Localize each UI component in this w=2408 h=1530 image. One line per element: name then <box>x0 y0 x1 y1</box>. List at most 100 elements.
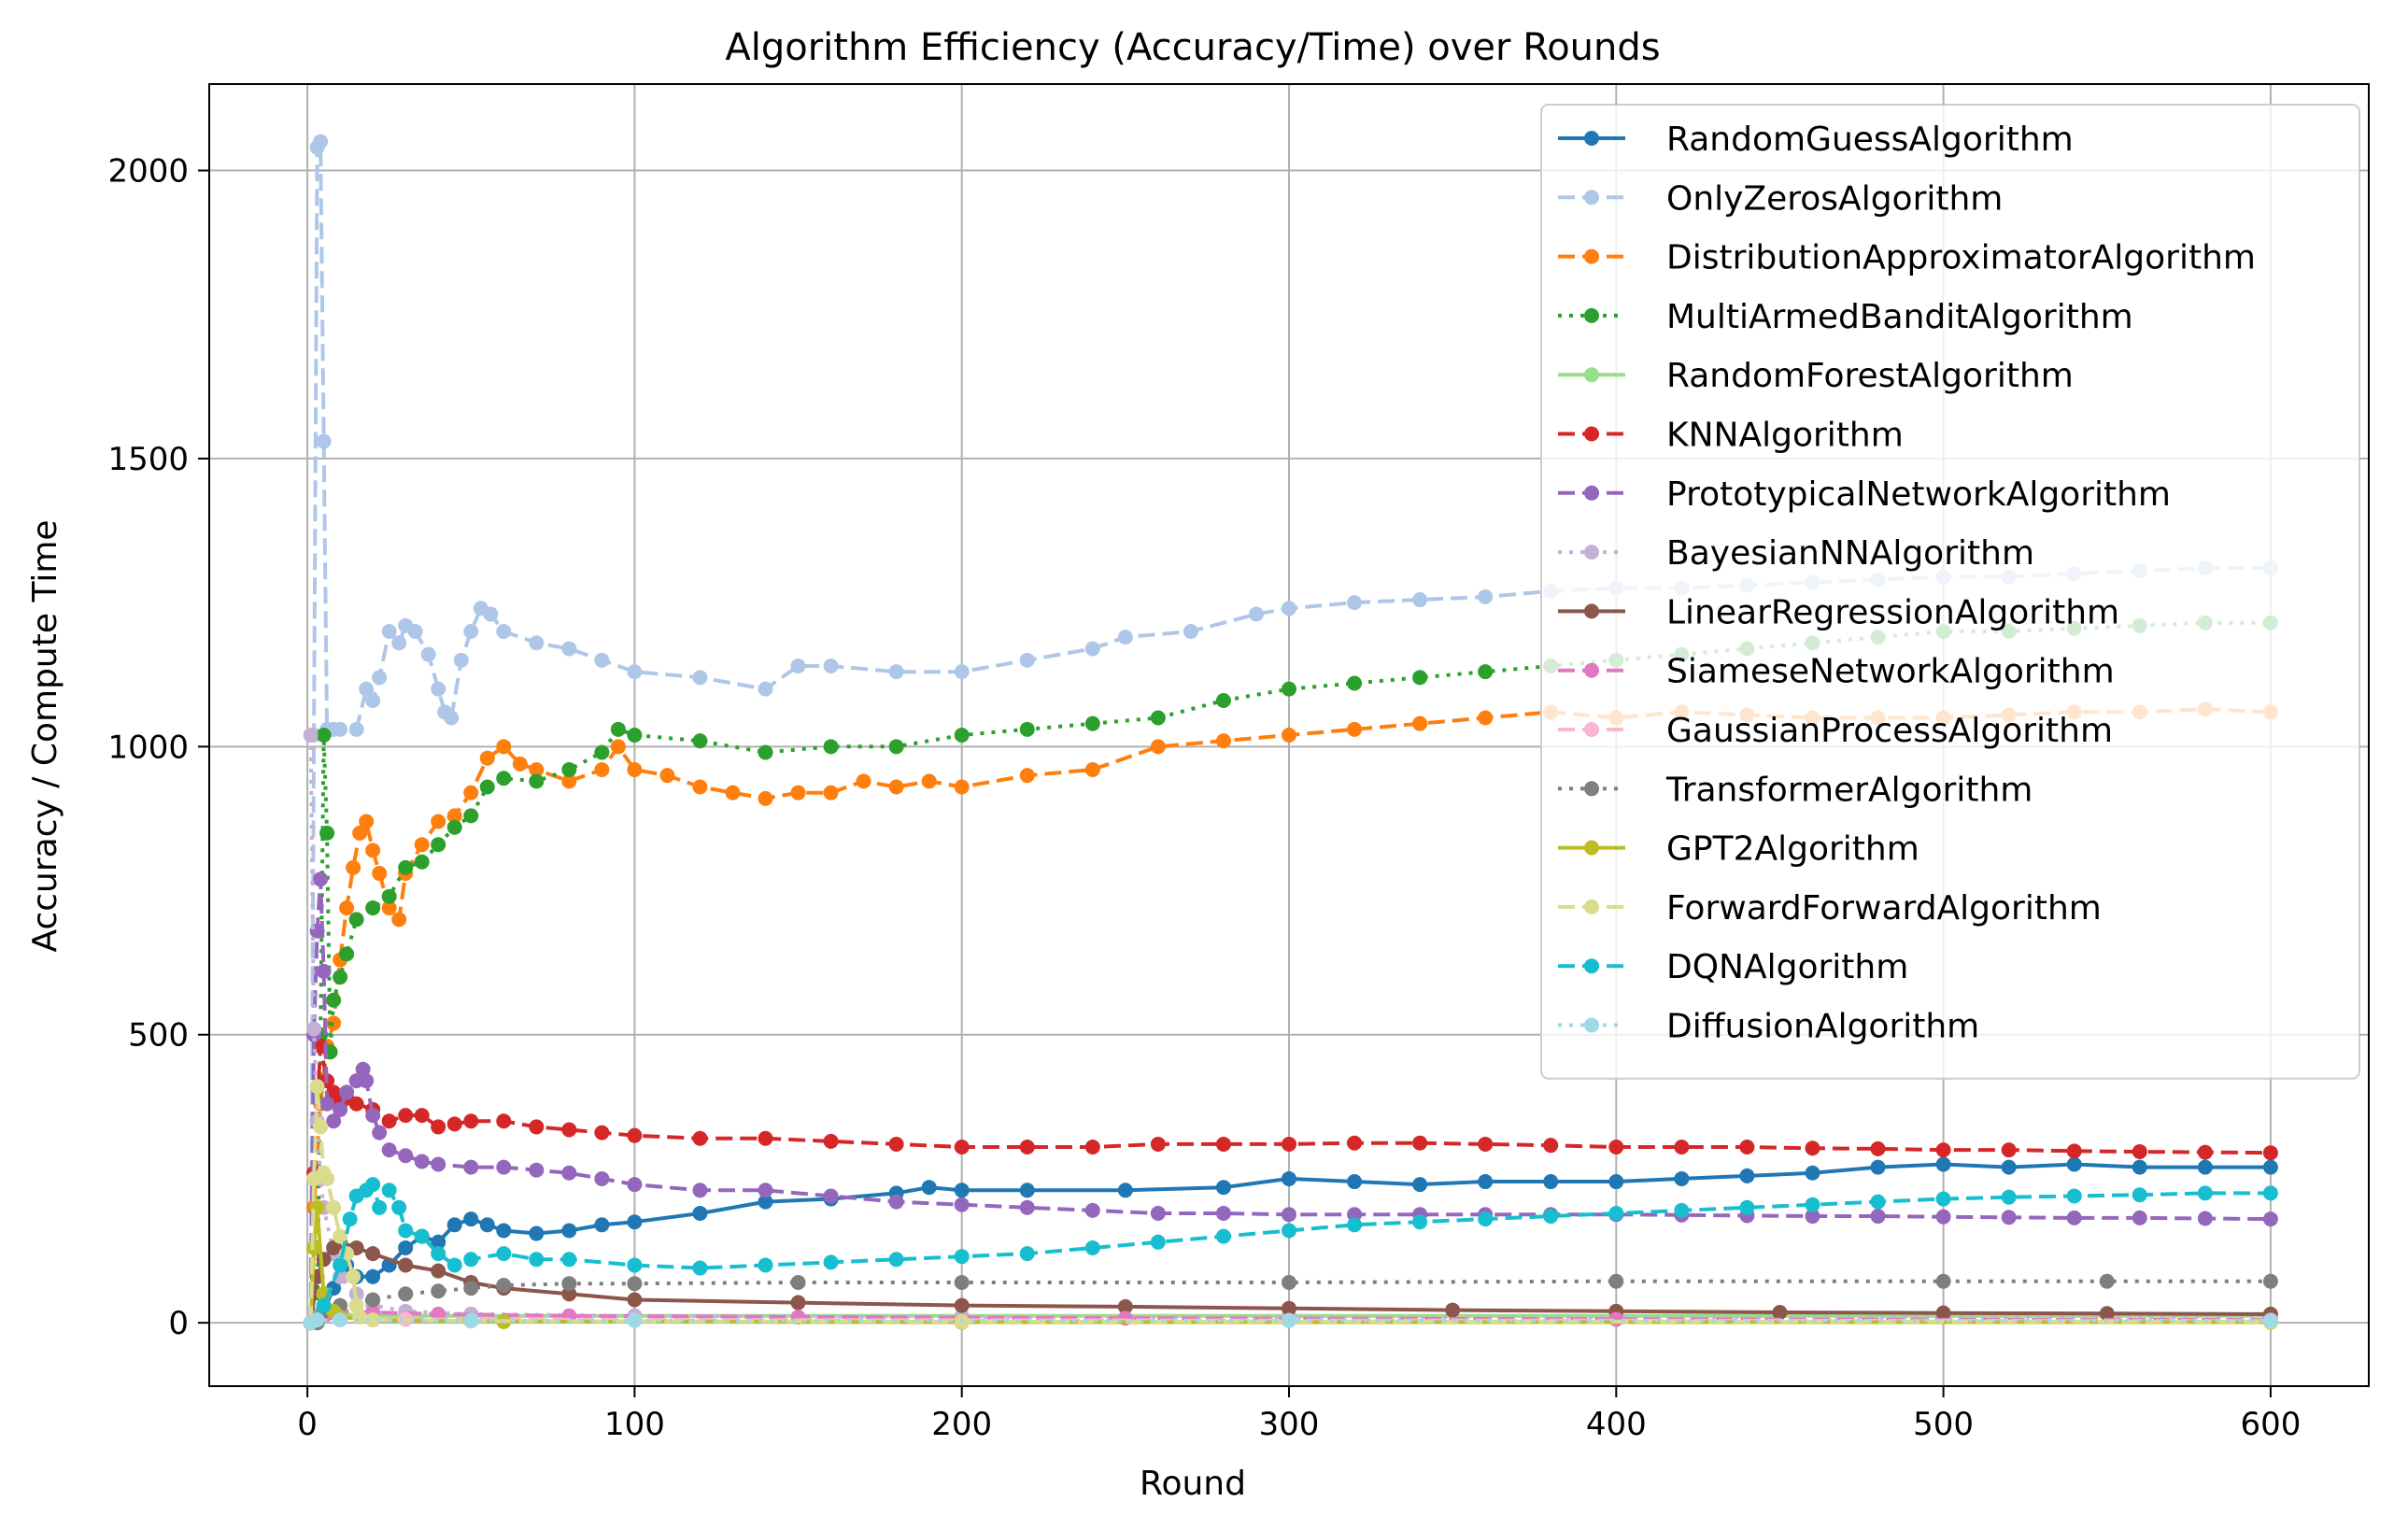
data-point <box>529 1119 545 1135</box>
legend-label: TransformerAlgorithm <box>1665 771 2033 809</box>
data-point <box>2262 1145 2278 1161</box>
data-point <box>1117 1183 1133 1198</box>
data-point <box>381 1183 397 1198</box>
data-point <box>1608 1174 1624 1190</box>
data-point <box>326 1084 342 1100</box>
data-point <box>529 773 545 789</box>
data-point <box>398 1223 414 1239</box>
data-point <box>921 1180 937 1196</box>
data-point <box>365 1292 381 1308</box>
data-point <box>306 1021 322 1037</box>
legend-label: RandomForestAlgorithm <box>1666 357 2074 395</box>
data-point <box>372 670 388 686</box>
data-point <box>496 771 512 786</box>
data-point <box>313 1119 329 1135</box>
data-point <box>414 837 430 853</box>
data-point <box>1282 681 1296 697</box>
data-point <box>1019 1199 1035 1215</box>
data-point <box>431 1234 446 1250</box>
data-point <box>1019 768 1035 784</box>
data-point <box>1870 1194 1886 1210</box>
data-point <box>1543 1138 1559 1154</box>
data-point <box>1412 1214 1428 1230</box>
data-point <box>407 623 423 639</box>
y-tick-label: 1000 <box>107 729 189 766</box>
data-point <box>365 1312 381 1328</box>
data-point <box>1412 670 1428 686</box>
data-point <box>446 1257 462 1273</box>
legend-swatch-marker <box>1584 781 1599 797</box>
data-point <box>1117 630 1133 645</box>
legend-swatch-marker <box>1584 367 1599 383</box>
data-point <box>342 1211 358 1227</box>
data-point <box>355 1061 371 1077</box>
data-point <box>2262 1159 2278 1175</box>
data-point <box>391 635 407 651</box>
data-point <box>1478 1174 1494 1190</box>
legend-label: MultiArmedBanditAlgorithm <box>1666 298 2133 336</box>
legend-label: PrototypicalNetworkAlgorithm <box>1666 475 2171 514</box>
data-point <box>1935 1209 1951 1225</box>
data-point <box>1282 601 1296 616</box>
data-point <box>2066 1143 2082 1159</box>
data-point <box>326 1113 342 1129</box>
data-point <box>790 658 806 673</box>
data-point <box>1935 1191 1951 1207</box>
data-point <box>888 1252 904 1268</box>
data-point <box>1772 1305 1788 1321</box>
data-point <box>1150 739 1166 755</box>
legend-swatch-marker <box>1584 190 1599 205</box>
data-point <box>1412 715 1428 731</box>
data-point <box>2197 1159 2213 1175</box>
data-point <box>888 779 904 795</box>
data-point <box>512 756 528 772</box>
data-point <box>1870 1140 1886 1156</box>
data-point <box>1084 1202 1100 1218</box>
data-point <box>758 1130 773 1146</box>
y-tick-label: 0 <box>168 1305 189 1342</box>
data-point <box>2001 1210 2017 1225</box>
data-point <box>529 762 545 778</box>
legend-item: GPT2Algorithm <box>1558 830 1919 869</box>
data-point <box>463 1312 479 1328</box>
data-point <box>326 1199 342 1215</box>
legend-swatch-marker <box>1584 307 1599 323</box>
data-point <box>758 790 773 806</box>
data-point <box>414 1228 430 1244</box>
data-point <box>1347 675 1363 691</box>
data-point <box>333 1228 348 1244</box>
data-point <box>529 1162 545 1178</box>
data-point <box>398 1148 414 1164</box>
data-point <box>372 866 388 882</box>
data-point <box>1282 728 1296 743</box>
data-point <box>339 900 355 916</box>
data-point <box>1215 1136 1231 1152</box>
data-point <box>1347 1135 1363 1151</box>
legend-item: DistributionApproximatorAlgorithm <box>1558 239 2256 277</box>
data-point <box>2001 1159 2017 1175</box>
data-point <box>348 1096 364 1112</box>
data-point <box>431 1263 446 1279</box>
data-point <box>398 859 414 875</box>
data-point <box>561 1165 577 1181</box>
legend-label: KNNAlgorithm <box>1666 417 1904 455</box>
data-point <box>372 1199 388 1215</box>
data-point <box>1019 1183 1035 1198</box>
data-point <box>1870 1209 1886 1225</box>
data-point <box>1478 664 1494 680</box>
data-point <box>1215 1205 1231 1221</box>
data-point <box>431 1156 446 1172</box>
legend-label: DQNAlgorithm <box>1666 948 1908 986</box>
data-point <box>823 785 839 800</box>
chart-title: Algorithm Efficiency (Accuracy/Time) ove… <box>725 26 1660 69</box>
data-point <box>790 1274 806 1290</box>
legend-item: KNNAlgorithm <box>1558 417 1904 455</box>
data-point <box>758 681 773 697</box>
data-point <box>359 814 375 829</box>
data-point <box>2132 1159 2147 1175</box>
data-point <box>1445 1302 1461 1318</box>
data-point <box>319 825 335 841</box>
data-point <box>479 779 495 795</box>
data-point <box>594 1170 610 1186</box>
data-point <box>2066 1188 2082 1204</box>
